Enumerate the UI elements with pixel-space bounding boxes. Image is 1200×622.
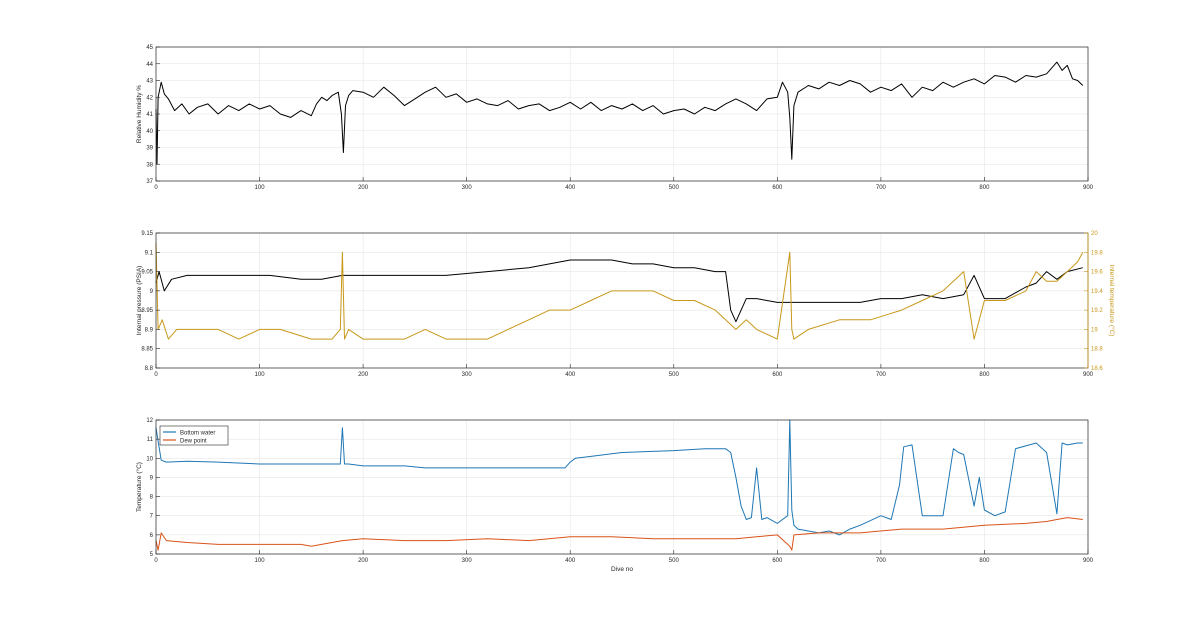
series-line-dew-point — [155, 517, 1083, 551]
y-tick-label: 45 — [146, 45, 153, 51]
x-tick-label: 100 — [255, 372, 266, 378]
y-tick-label: 7 — [150, 514, 154, 520]
x-tick-label: 900 — [1083, 558, 1094, 564]
y-right-tick-label: 19.8 — [1091, 250, 1103, 256]
y-right-tick-label: 19 — [1091, 327, 1098, 333]
y-tick-label: 9 — [150, 289, 154, 295]
x-tick-label: 500 — [669, 372, 680, 378]
y-tick-label: 38 — [146, 162, 153, 168]
y-tick-label: 44 — [146, 62, 153, 68]
x-axis-label: Dive no — [611, 566, 633, 573]
y-right-tick-label: 19.4 — [1091, 289, 1103, 295]
x-tick-label: 0 — [154, 372, 158, 378]
y-tick-label: 37 — [146, 179, 153, 185]
y-right-tick-label: 18.6 — [1091, 366, 1103, 372]
y-axis-label: Relative Humidity % — [136, 85, 143, 143]
series-line-1-0 — [155, 259, 1083, 323]
y-tick-label: 12 — [146, 418, 153, 424]
y-right-tick-label: 18.8 — [1091, 347, 1103, 353]
x-tick-label: 900 — [1083, 372, 1094, 378]
x-tick-label: 100 — [255, 558, 266, 564]
legend-box — [159, 425, 229, 446]
x-tick-label: 0 — [154, 185, 158, 191]
x-tick-label: 0 — [154, 558, 158, 564]
y-tick-label: 9 — [150, 475, 154, 481]
legend[interactable]: Bottom water Dew point — [159, 425, 229, 446]
humidity-subplot: 0 100 200 300 400 500 600 700 800 900 37 38 39 40 41 42… — [136, 45, 1094, 191]
y-tick-label: 5 — [150, 552, 154, 558]
y-tick-label: 8.8 — [145, 366, 154, 372]
x-tick-label: 400 — [565, 372, 576, 378]
y-tick-label: 8.85 — [141, 347, 153, 353]
y-axis-label: Temperature (°C) — [135, 462, 143, 512]
x-tick-label: 600 — [772, 558, 783, 564]
x-tick-label: 300 — [462, 558, 473, 564]
y-tick-label: 42 — [146, 95, 153, 101]
x-tick-label: 800 — [979, 558, 990, 564]
series-line-bottom-water — [155, 419, 1083, 536]
x-tick-label: 300 — [462, 185, 473, 191]
pressure-temperature-subplot: 0 100 200 300 400 500 600 700 800 900 8.8 8.85 8.9 8.… — [136, 231, 1116, 378]
x-tick-label: 500 — [669, 558, 680, 564]
x-tick-label: 300 — [462, 372, 473, 378]
y-right-tick-label: 20 — [1091, 231, 1098, 237]
y-tick-label: 40 — [146, 129, 153, 135]
y-tick-label: 8 — [150, 495, 154, 501]
x-tick-label: 600 — [772, 372, 783, 378]
y-axis-label-right: Internal temperature (°C) — [1108, 265, 1116, 337]
series-line-0-0 — [155, 61, 1084, 165]
x-tick-label: 200 — [358, 372, 369, 378]
x-tick-label: 400 — [565, 185, 576, 191]
x-tick-label: 800 — [979, 372, 990, 378]
temperature-subplot: 0 100 200 300 400 500 600 700 800 900 5 6 7 8 9 10 11 12 T… — [135, 418, 1094, 573]
y-tick-label: 9.05 — [141, 270, 153, 276]
y-tick-label: 11 — [147, 437, 154, 443]
y-tick-label: 6 — [150, 533, 154, 539]
y-tick-label: 9.15 — [141, 231, 153, 237]
plot-area — [156, 420, 1088, 554]
y-tick-label: 8.9 — [145, 327, 154, 333]
x-tick-label: 600 — [772, 185, 783, 191]
y-right-tick-label: 19.6 — [1091, 270, 1103, 276]
y-axis-label: Internal pressure (PSIA) — [136, 266, 143, 336]
y-tick-label: 9.1 — [145, 250, 154, 256]
y-tick-label: 41 — [146, 112, 153, 118]
y-tick-label: 43 — [146, 79, 153, 85]
y-tick-label: 8.95 — [141, 308, 153, 314]
legend-label-bottom-water: Bottom water — [180, 431, 215, 437]
plot-area — [156, 233, 1088, 368]
legend-label-dew-point: Dew point — [180, 439, 207, 445]
x-tick-label: 200 — [358, 558, 369, 564]
x-tick-label: 100 — [255, 185, 266, 191]
y-tick-label: 39 — [146, 146, 153, 152]
x-tick-label: 700 — [876, 372, 887, 378]
x-tick-label: 700 — [876, 185, 887, 191]
x-tick-label: 700 — [876, 558, 887, 564]
x-tick-label: 800 — [979, 185, 990, 191]
x-tick-label: 200 — [358, 185, 369, 191]
y-tick-label: 10 — [146, 456, 153, 462]
x-tick-label: 400 — [565, 558, 576, 564]
x-tick-label: 500 — [669, 185, 680, 191]
axes-frame — [155, 419, 1089, 555]
y-right-tick-label: 19.2 — [1091, 308, 1103, 314]
x-tick-label: 900 — [1083, 185, 1094, 191]
series-line-1-1 — [155, 242, 1084, 340]
